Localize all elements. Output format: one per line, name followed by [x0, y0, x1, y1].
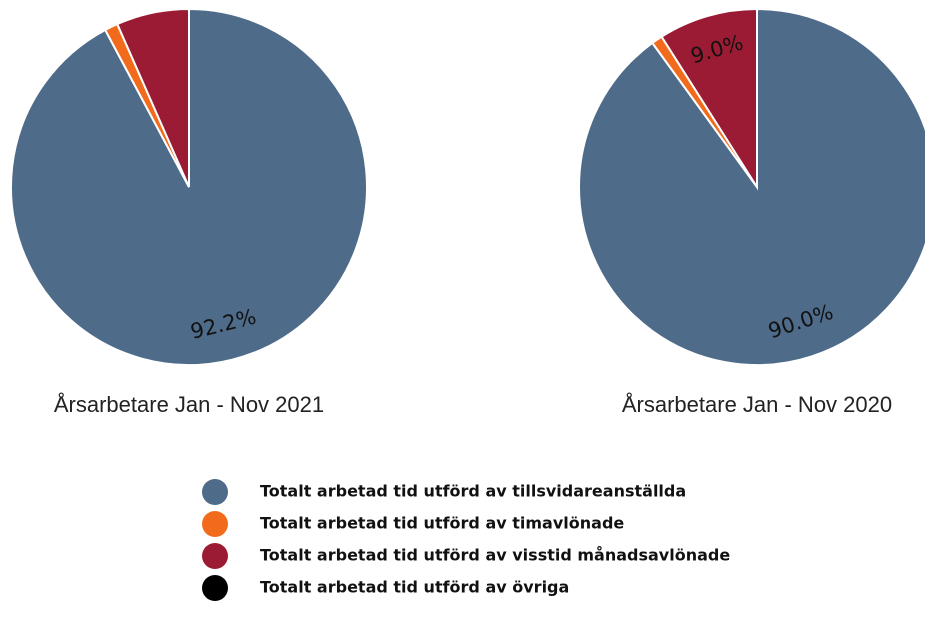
legend-marker: [202, 511, 228, 537]
legend-label: Totalt arbetad tid utförd av timavlönade: [260, 514, 624, 533]
legend-marker: [202, 479, 228, 505]
chart-title: Årsarbetare Jan - Nov 2021: [54, 392, 324, 417]
pie-slice: [660, 7, 758, 191]
legend-label: Totalt arbetad tid utförd av tillsvidare…: [260, 482, 686, 501]
legend-label: Totalt arbetad tid utförd av visstid mån…: [260, 546, 730, 565]
legend-label: Totalt arbetad tid utförd av övriga: [260, 578, 569, 597]
legend-marker: [202, 543, 228, 569]
legend-marker: [202, 575, 228, 601]
pie-slice: [578, 7, 925, 366]
chart-title: Årsarbetare Jan - Nov 2020: [622, 392, 892, 417]
